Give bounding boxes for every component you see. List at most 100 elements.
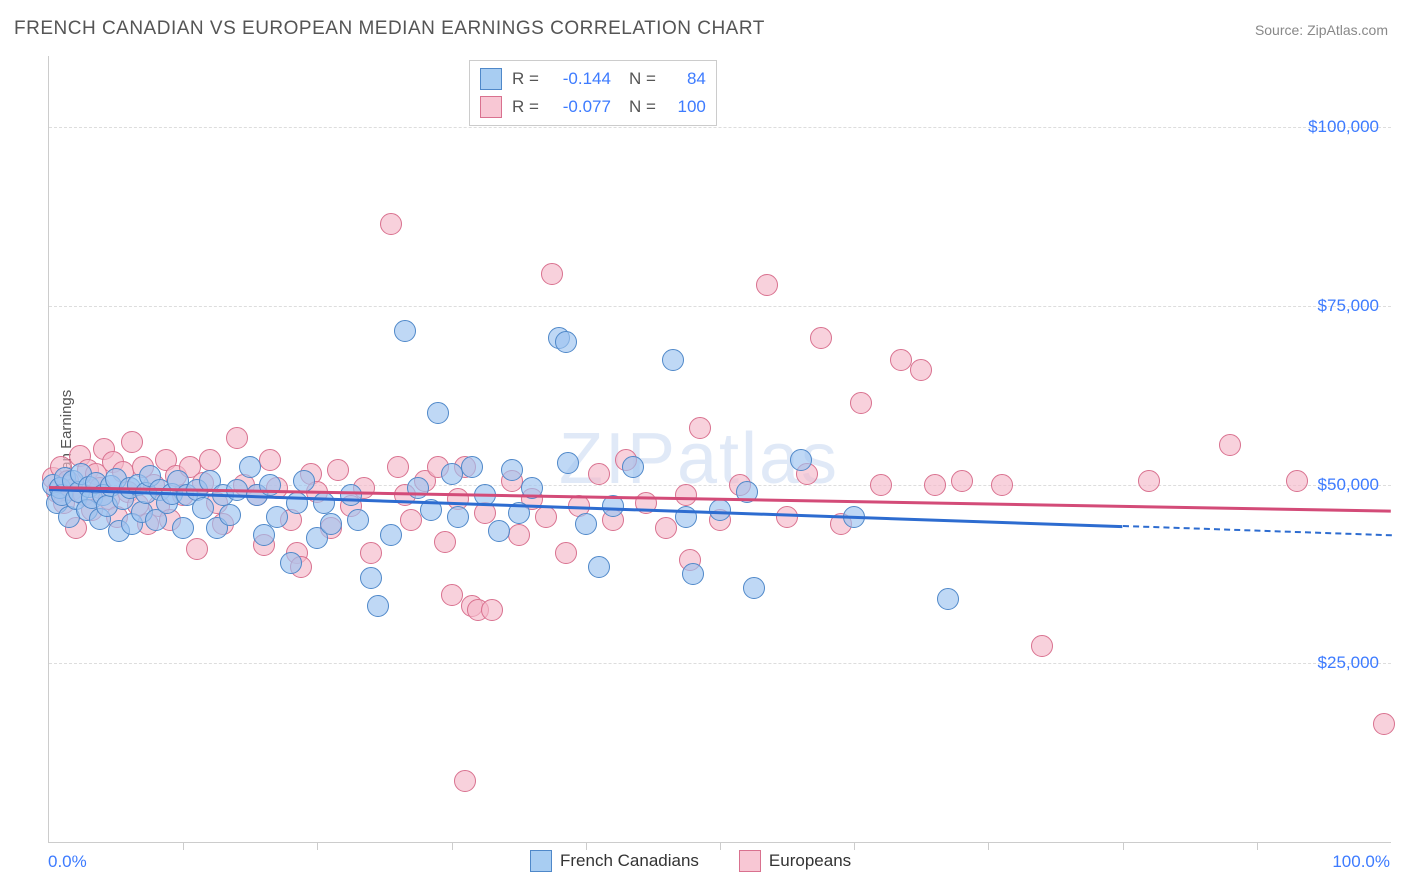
data-point-fc [380, 524, 402, 546]
data-point-fc [340, 484, 362, 506]
data-point-eu [555, 542, 577, 564]
data-point-fc [286, 492, 308, 514]
x-tick [1257, 842, 1258, 850]
data-point-eu [991, 474, 1013, 496]
data-point-eu [259, 449, 281, 471]
data-point-eu [689, 417, 711, 439]
data-point-eu [327, 459, 349, 481]
data-point-fc [557, 452, 579, 474]
data-point-fc [219, 504, 241, 526]
gridline-h [49, 127, 1391, 128]
data-point-fc [461, 456, 483, 478]
data-point-fc [266, 506, 288, 528]
n-value-fc: 84 [666, 65, 706, 93]
data-point-fc [662, 349, 684, 371]
data-point-eu [1219, 434, 1241, 456]
gridline-h [49, 663, 1391, 664]
scatter-plot: ZIPatlas $25,000$50,000$75,000$100,000R … [48, 56, 1391, 843]
data-point-eu [535, 506, 557, 528]
data-point-eu [441, 584, 463, 606]
chart-title: FRENCH CANADIAN VS EUROPEAN MEDIAN EARNI… [14, 18, 765, 40]
r-value-fc: -0.144 [549, 65, 611, 93]
swatch-fc-legend [530, 850, 552, 872]
data-point-eu [434, 531, 456, 553]
y-tick-label: $25,000 [1318, 653, 1379, 673]
data-point-eu [924, 474, 946, 496]
x-tick [452, 842, 453, 850]
legend-item-fc: French Canadians [530, 850, 699, 872]
data-point-eu [890, 349, 912, 371]
x-tick [720, 842, 721, 850]
x-tick [1123, 842, 1124, 850]
data-point-eu [1138, 470, 1160, 492]
data-point-eu [387, 456, 409, 478]
trendline-fc-dashed [1123, 525, 1391, 536]
data-point-fc [239, 456, 261, 478]
x-tick-right: 100.0% [1332, 852, 1390, 872]
data-point-eu [850, 392, 872, 414]
data-point-fc [447, 506, 469, 528]
data-point-fc [743, 577, 765, 599]
stats-legend: R =-0.144N =84R =-0.077N =100 [469, 60, 717, 126]
data-point-fc [488, 520, 510, 542]
data-point-eu [1373, 713, 1395, 735]
data-point-fc [937, 588, 959, 610]
source-label: Source: ZipAtlas.com [1255, 22, 1388, 38]
x-tick [988, 842, 989, 850]
gridline-h [49, 306, 1391, 307]
data-point-eu [588, 463, 610, 485]
y-tick-label: $75,000 [1318, 296, 1379, 316]
data-point-eu [1031, 635, 1053, 657]
data-point-eu [226, 427, 248, 449]
x-tick [317, 842, 318, 850]
data-point-fc [280, 552, 302, 574]
y-tick-label: $50,000 [1318, 475, 1379, 495]
swatch-fc [480, 68, 502, 90]
legend-label-fc: French Canadians [560, 851, 699, 871]
data-point-eu [400, 509, 422, 531]
data-point-fc [555, 331, 577, 353]
data-point-fc [441, 463, 463, 485]
stats-row-fc: R =-0.144N =84 [480, 65, 706, 93]
data-point-fc [313, 492, 335, 514]
x-tick [854, 842, 855, 850]
data-point-eu [675, 484, 697, 506]
data-point-eu [655, 517, 677, 539]
data-point-eu [951, 470, 973, 492]
legend-item-eu: Europeans [739, 850, 851, 872]
data-point-eu [380, 213, 402, 235]
x-tick-left: 0.0% [48, 852, 87, 872]
legend-label-eu: Europeans [769, 851, 851, 871]
data-point-fc [172, 517, 194, 539]
data-point-eu [199, 449, 221, 471]
n-value-eu: 100 [666, 93, 706, 121]
data-point-fc [588, 556, 610, 578]
data-point-fc [575, 513, 597, 535]
data-point-eu [508, 524, 530, 546]
data-point-fc [622, 456, 644, 478]
swatch-eu [480, 96, 502, 118]
data-point-fc [501, 459, 523, 481]
data-point-fc [790, 449, 812, 471]
data-point-eu [870, 474, 892, 496]
data-point-eu [756, 274, 778, 296]
data-point-fc [293, 470, 315, 492]
data-point-fc [192, 497, 214, 519]
data-point-fc [709, 499, 731, 521]
swatch-eu-legend [739, 850, 761, 872]
data-point-fc [347, 509, 369, 531]
x-tick [183, 842, 184, 850]
data-point-eu [1286, 470, 1308, 492]
data-point-eu [810, 327, 832, 349]
data-point-eu [121, 431, 143, 453]
data-point-fc [367, 595, 389, 617]
r-value-eu: -0.077 [549, 93, 611, 121]
data-point-fc [360, 567, 382, 589]
series-legend: French Canadians Europeans [530, 850, 851, 872]
data-point-eu [541, 263, 563, 285]
data-point-eu [360, 542, 382, 564]
data-point-eu [454, 770, 476, 792]
data-point-fc [394, 320, 416, 342]
data-point-eu [776, 506, 798, 528]
data-point-fc [407, 477, 429, 499]
